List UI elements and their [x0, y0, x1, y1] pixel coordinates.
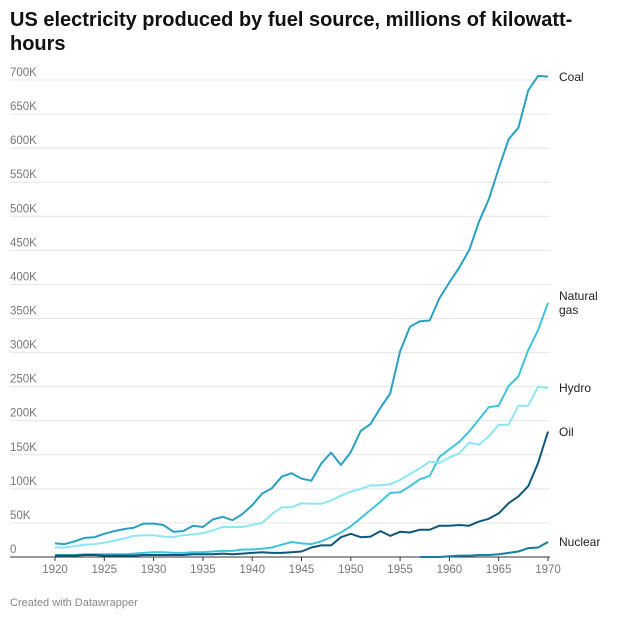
x-tick-label: 1920 [42, 564, 68, 576]
x-tick-label: 1960 [437, 564, 463, 576]
x-tick-label: 1950 [338, 564, 364, 576]
series-label: Oil [559, 424, 574, 439]
y-tick-label: 0 [10, 544, 16, 556]
series-line [54, 74, 549, 546]
x-tick-label: 1930 [141, 564, 167, 576]
y-tick-label: 600K [10, 135, 37, 147]
series-line [55, 431, 549, 557]
y-tick-label: 550K [10, 169, 37, 181]
series-label: Nuclear [559, 535, 601, 549]
y-tick-label: 100K [10, 476, 37, 488]
y-tick-label: 700K [10, 67, 37, 79]
series-line [55, 385, 549, 549]
y-tick-label: 500K [10, 203, 37, 215]
y-tick-label: 50K [10, 510, 31, 522]
y-tick-label: 200K [10, 408, 37, 420]
y-tick-label: 150K [10, 442, 37, 454]
y-tick-label: 350K [10, 306, 37, 318]
y-tick-label: 300K [10, 340, 37, 352]
x-tick-label: 1925 [92, 564, 118, 576]
x-tick-label: 1955 [387, 564, 413, 576]
x-tick-label: 1945 [289, 564, 315, 576]
x-tick-label: 1970 [535, 564, 561, 576]
x-tick-label: 1935 [190, 564, 216, 576]
series-label: Hydro [559, 381, 592, 395]
footer: Created with Datawrapper [10, 597, 138, 609]
y-tick-label: 400K [10, 271, 37, 283]
x-tick-label: 1965 [486, 564, 512, 576]
series-line [419, 541, 549, 558]
y-tick-label: 250K [10, 374, 37, 386]
y-tick-label: 650K [10, 101, 37, 113]
y-tick-label: 450K [10, 237, 37, 249]
x-tick-label: 1940 [239, 564, 265, 576]
series-label: Coal [559, 69, 584, 84]
series-line [55, 302, 549, 556]
chart-title: US electricity produced by fuel source, … [10, 9, 573, 55]
series-label: Natural gas [559, 288, 598, 317]
